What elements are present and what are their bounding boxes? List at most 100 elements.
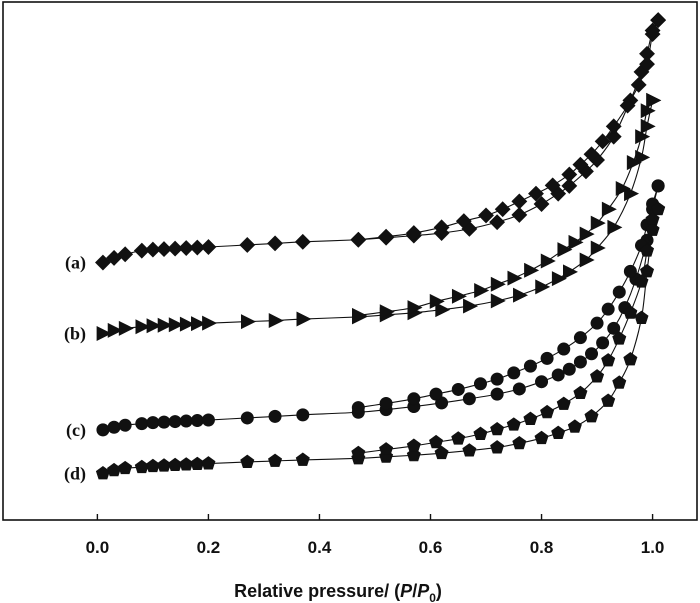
series-3-desorption-point-2 xyxy=(640,243,655,257)
x-axis-ticks: 0.0 0.2 0.4 0.6 0.8 1.0 xyxy=(86,514,665,557)
series-1-adsorption-point-2 xyxy=(118,320,134,336)
series-3-desorption-point-9 xyxy=(556,396,571,410)
series-2-adsorption-point-0 xyxy=(96,423,110,437)
series-0-adsorption-point-10 xyxy=(239,237,256,253)
series-0-desorption-point-11 xyxy=(528,185,544,202)
series-1-desorption-point-13 xyxy=(490,276,506,292)
series-1-desorption-point-4 xyxy=(615,180,631,196)
series-1-desorption-point-2 xyxy=(635,129,651,145)
series-2-adsorption-point-23 xyxy=(573,355,587,369)
series-1-desorption-point-16 xyxy=(429,293,445,309)
series-1-adsorption-point-19 xyxy=(513,287,529,303)
series-2-adsorption-point-4 xyxy=(146,416,160,430)
series-2-adsorption-point-5 xyxy=(157,415,171,429)
series-2-desorption-point-16 xyxy=(429,387,443,401)
series-2-desorption-point-0 xyxy=(651,179,665,193)
series-1-desorption-point-3 xyxy=(626,155,642,171)
series-0-desorption-point-0 xyxy=(650,12,667,29)
series-1-desorption-point-10 xyxy=(540,253,556,269)
series-3-desorption-point-1 xyxy=(645,212,660,226)
series-1-adsorption-point-21 xyxy=(551,271,567,287)
series-0-adsorption-point-19 xyxy=(511,206,528,223)
series-0-adsorption-point-0 xyxy=(95,254,111,271)
series-3-desorption-point-15 xyxy=(451,431,466,445)
series-1-adsorption-point-22 xyxy=(563,264,578,280)
series-0-desorption-point-1 xyxy=(644,26,661,43)
series-0-adsorption-point-6 xyxy=(167,240,184,257)
series-1-desorption-point-1 xyxy=(640,103,656,119)
series-3-desorption-point-7 xyxy=(590,369,605,383)
x-axis-title-sub: 0 xyxy=(429,591,436,603)
series-0 xyxy=(95,12,667,271)
series-1-adsorption-point-11 xyxy=(268,313,284,329)
series-3-adsorption-point-6 xyxy=(168,457,183,472)
series-2-adsorption-point-7 xyxy=(179,414,193,428)
series-1-adsorption-point-0 xyxy=(96,326,112,342)
series-0-adsorption-point-7 xyxy=(178,240,195,256)
x-tick-label-1: 0.2 xyxy=(197,538,221,557)
series-3-adsorption-point-2 xyxy=(118,460,133,475)
series-3-adsorption-point-20 xyxy=(534,430,549,445)
series-0-desorption-point-17 xyxy=(405,225,422,241)
series-0-adsorption-line xyxy=(102,19,659,264)
series-1-adsorption-point-3 xyxy=(135,319,151,335)
series-3-adsorption-point-10 xyxy=(240,454,255,468)
series-0-adsorption-point-18 xyxy=(489,214,506,231)
series-1-adsorption-point-12 xyxy=(296,311,312,327)
series-0-desorption-point-7 xyxy=(583,146,600,163)
series-0-desorption-point-12 xyxy=(511,193,528,210)
series-0-desorption-point-2 xyxy=(639,56,655,73)
series-2-desorption-point-6 xyxy=(601,302,615,316)
series-3-adsorption-point-11 xyxy=(268,453,283,467)
series-2-adsorption-point-25 xyxy=(596,336,610,350)
series-0-desorption-point-10 xyxy=(544,177,561,194)
series-2-adsorption-point-20 xyxy=(535,375,549,389)
series-3-adsorption-point-17 xyxy=(462,443,477,457)
series-3-adsorption-point-18 xyxy=(490,440,505,454)
series-3-adsorption-point-1 xyxy=(107,462,122,477)
series-3-adsorption-point-7 xyxy=(179,457,194,471)
series-2-adsorption-point-12 xyxy=(296,408,310,422)
series-2-desorption-point-13 xyxy=(490,372,504,386)
series-0-adsorption-point-12 xyxy=(294,233,311,250)
series-2-adsorption-point-8 xyxy=(190,414,204,428)
x-axis-title-p: P xyxy=(400,581,413,601)
x-axis-title-suffix: ) xyxy=(436,581,442,601)
series-1-adsorption-point-1 xyxy=(107,322,123,338)
series-3-desorption-point-13 xyxy=(490,421,505,436)
series-0-adsorption-point-11 xyxy=(267,235,283,252)
series-1-adsorption-point-5 xyxy=(157,317,173,333)
series-3-adsorption-point-22 xyxy=(567,419,582,433)
series-1-desorption-point-14 xyxy=(474,283,490,299)
x-axis-title: Relative pressure/ (P/P0) xyxy=(234,581,442,603)
series-1-adsorption-point-9 xyxy=(202,315,218,331)
series-3-desorption-point-19 xyxy=(351,445,366,460)
series-3-adsorption-point-19 xyxy=(512,435,527,450)
series-1-adsorption-point-18 xyxy=(490,293,506,309)
series-2-desorption-point-7 xyxy=(590,316,604,330)
series-1-desorption-point-15 xyxy=(451,288,467,304)
series-1-adsorption-point-17 xyxy=(463,298,479,314)
series-3-desorption-point-14 xyxy=(473,426,488,440)
series-label-2: (c) xyxy=(66,420,86,441)
series-2-adsorption-point-11 xyxy=(268,409,282,423)
series-3-adsorption-point-29 xyxy=(645,222,660,236)
series-1-adsorption-line xyxy=(102,100,654,335)
series-2-adsorption-point-1 xyxy=(107,420,121,434)
series-2-adsorption-point-9 xyxy=(201,413,215,427)
series-2-desorption-point-15 xyxy=(451,382,465,396)
series-1 xyxy=(96,92,662,342)
x-tick-label-5: 1.0 xyxy=(641,538,665,557)
series-label-3: (d) xyxy=(64,463,86,484)
series-0-adsorption-point-8 xyxy=(189,239,206,256)
series-3-adsorption-point-8 xyxy=(190,456,205,471)
series-1-adsorption-point-6 xyxy=(168,317,184,333)
series-1-adsorption-point-28 xyxy=(640,118,656,134)
series-0-desorption-point-19 xyxy=(350,231,367,248)
series-2-adsorption-point-19 xyxy=(512,382,526,396)
x-tick-label-0: 0.0 xyxy=(86,538,110,557)
series-2-desorption-point-19 xyxy=(351,401,365,415)
series-1-desorption-point-9 xyxy=(557,242,573,258)
series-3-adsorption-point-12 xyxy=(295,452,310,466)
